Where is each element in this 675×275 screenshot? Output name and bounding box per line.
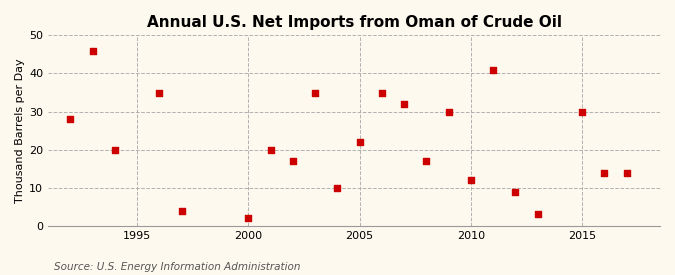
Point xyxy=(532,212,543,217)
Point xyxy=(109,147,120,152)
Point xyxy=(621,170,632,175)
Point xyxy=(265,147,276,152)
Point xyxy=(354,140,365,144)
Point xyxy=(421,159,432,163)
Point xyxy=(87,48,98,53)
Point xyxy=(576,109,587,114)
Point xyxy=(288,159,298,163)
Point xyxy=(466,178,477,182)
Point xyxy=(599,170,610,175)
Text: Source: U.S. Energy Information Administration: Source: U.S. Energy Information Administ… xyxy=(54,262,300,272)
Point xyxy=(243,216,254,221)
Point xyxy=(443,109,454,114)
Point xyxy=(310,90,321,95)
Point xyxy=(176,208,187,213)
Point xyxy=(154,90,165,95)
Point xyxy=(65,117,76,121)
Point xyxy=(399,102,410,106)
Point xyxy=(510,189,521,194)
Title: Annual U.S. Net Imports from Oman of Crude Oil: Annual U.S. Net Imports from Oman of Cru… xyxy=(146,15,562,30)
Point xyxy=(488,67,499,72)
Point xyxy=(377,90,387,95)
Point xyxy=(332,186,343,190)
Y-axis label: Thousand Barrels per Day: Thousand Barrels per Day xyxy=(15,58,25,203)
